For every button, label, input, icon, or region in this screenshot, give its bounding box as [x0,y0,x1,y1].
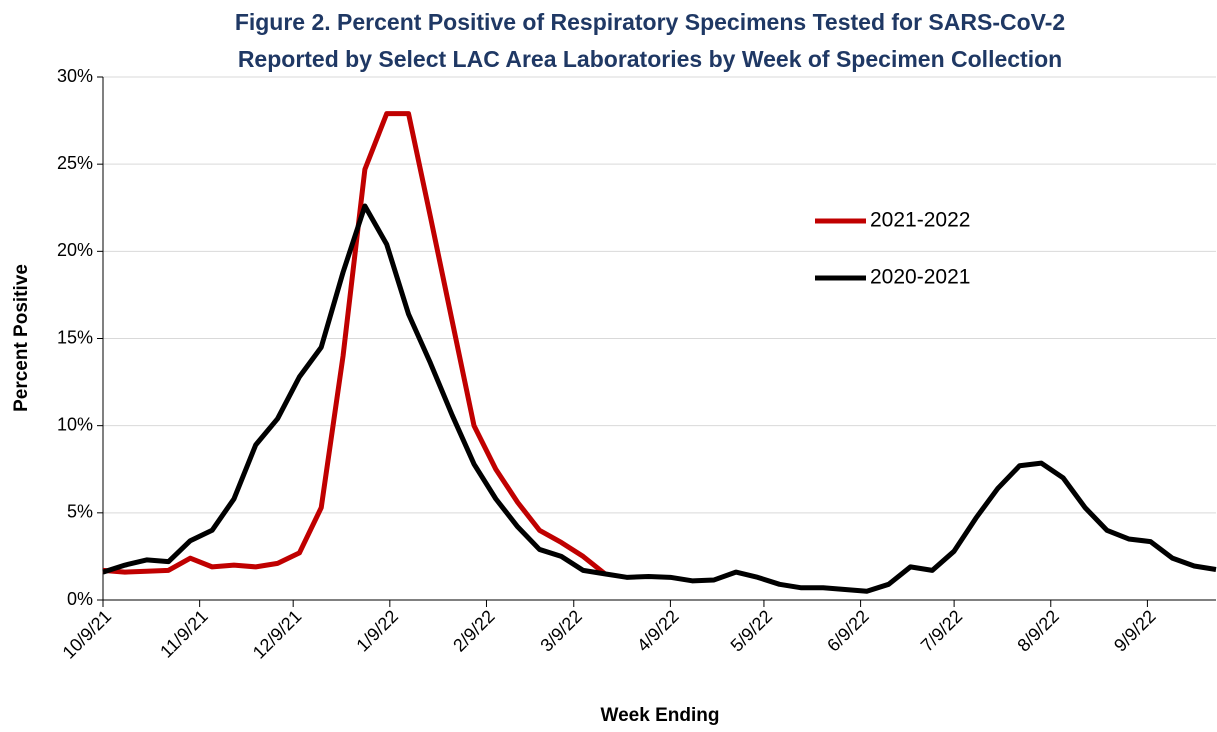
x-tick-label: 2/9/22 [449,606,499,656]
chart-title: Reported by Select LAC Area Laboratories… [238,46,1062,72]
x-axis-title: Week Ending [601,705,720,726]
y-tick-label: 25% [57,153,93,173]
x-tick-label: 9/9/22 [1110,606,1160,656]
legend-label: 2020-2021 [870,266,970,289]
y-axis-title: Percent Positive [11,264,32,412]
x-tick-label: 12/9/21 [249,606,306,663]
y-tick-label: 0% [67,589,93,609]
series-line [102,203,1217,594]
x-tick-label: 10/9/21 [59,606,116,663]
y-tick-label: 10% [57,414,93,434]
legend-label: 2021-2022 [870,209,970,232]
y-tick-label: 20% [57,240,93,260]
x-tick-label: 11/9/21 [156,606,212,662]
x-tick-label: 6/9/22 [823,606,873,656]
x-tick-label: 4/9/22 [633,606,683,656]
y-tick-label: 15% [57,327,93,347]
x-tick-label: 1/9/22 [352,606,402,656]
x-tick-label: 8/9/22 [1013,606,1063,656]
chart-title: Figure 2. Percent Positive of Respirator… [235,9,1065,35]
series-line [102,111,607,576]
x-tick-label: 3/9/22 [536,606,586,656]
x-tick-label: 7/9/22 [917,606,967,656]
x-tick-label: 5/9/22 [727,606,777,656]
y-tick-label: 30% [57,66,93,86]
y-tick-label: 5% [67,502,93,522]
